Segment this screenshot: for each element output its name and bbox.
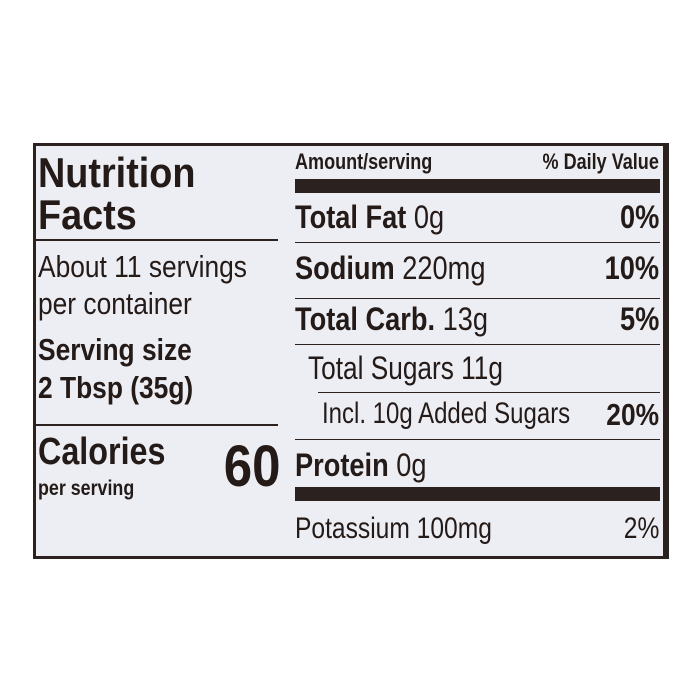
nutrient-sodium: Sodium 220mg <box>295 250 486 286</box>
divider <box>318 392 660 393</box>
dv-added-sugars: 20% <box>606 397 659 432</box>
divider <box>36 239 278 241</box>
nutrient-protein: Protein 0g <box>295 447 427 483</box>
title-facts: Facts <box>38 191 137 238</box>
dv-total-carb: 5% <box>619 301 659 337</box>
thick-bar <box>295 487 660 501</box>
nutrient-potassium: Potassium 100mg <box>295 512 492 545</box>
nutrient-total-carb: Total Carb. 13g <box>295 301 488 337</box>
nutrient-added-sugars: Incl. 10g Added Sugars <box>322 397 571 430</box>
divider <box>36 424 278 426</box>
serving-size-label: Serving size <box>38 332 192 367</box>
servings-per-container: About 11 servings <box>38 249 247 284</box>
divider <box>295 298 660 299</box>
calories-value: 60 <box>224 434 281 499</box>
calories-per-serving: per serving <box>38 477 135 500</box>
serving-size-value: 2 Tbsp (35g) <box>38 370 194 405</box>
title-nutrition: Nutrition <box>38 149 196 196</box>
dv-total-fat: 0% <box>619 199 659 235</box>
servings-per-container-2: per container <box>38 286 192 321</box>
dv-sodium: 10% <box>604 250 659 286</box>
divider <box>295 344 660 345</box>
daily-value-header: % Daily Value <box>542 149 659 174</box>
thick-bar <box>295 179 660 193</box>
nutrition-facts-label: Nutrition Facts About 11 servings per co… <box>33 143 669 559</box>
calories-label: Calories <box>38 431 166 473</box>
dv-potassium: 2% <box>623 512 659 545</box>
nutrient-total-fat: Total Fat 0g <box>295 199 445 235</box>
divider <box>295 439 660 440</box>
amount-per-serving-header: Amount/serving <box>295 149 433 174</box>
nutrient-total-sugars: Total Sugars 11g <box>308 350 503 386</box>
divider <box>295 242 660 243</box>
